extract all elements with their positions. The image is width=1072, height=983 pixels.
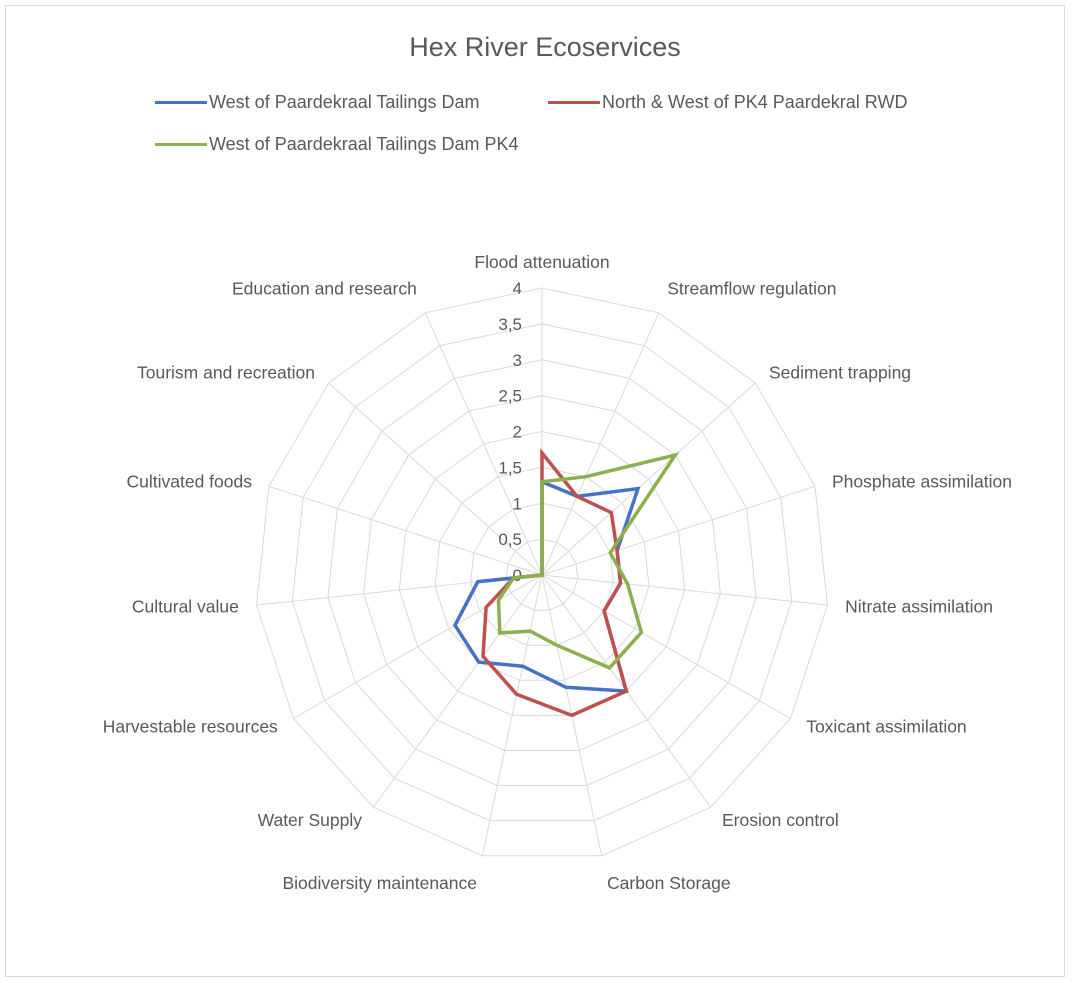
axis-spoke — [424, 312, 543, 576]
chart-frame — [5, 5, 1065, 977]
tick-label: 2 — [513, 423, 522, 442]
grid-ring — [256, 287, 828, 857]
category-label: Nitrate assimilation — [845, 597, 993, 617]
grid-ring — [363, 395, 721, 751]
series-line — [452, 479, 641, 694]
grid-ring — [398, 430, 686, 716]
tick-label: 2,5 — [498, 387, 522, 406]
axis-spoke — [328, 382, 543, 576]
tick-label: 0,5 — [498, 530, 522, 549]
category-label: Water Supply — [258, 810, 363, 830]
legend-item: North & West of PK4 Paardekral RWD — [548, 92, 907, 113]
category-label: Cultivated foods — [127, 471, 253, 491]
grid-ring — [470, 502, 614, 646]
grid-ring — [434, 466, 650, 681]
axis-spoke — [541, 382, 756, 576]
legend-item: West of Paardekraal Tailings Dam — [155, 92, 479, 113]
legend-swatch — [155, 143, 207, 146]
axis-spoke — [541, 574, 791, 719]
grid-ring — [505, 538, 579, 611]
legend-label: North & West of PK4 Paardekral RWD — [602, 92, 908, 112]
category-label: Cultural value — [132, 597, 239, 617]
category-label: Toxicant assimilation — [806, 716, 966, 736]
category-label: Carbon Storage — [607, 873, 731, 893]
axis-spoke — [541, 485, 816, 576]
legend-label: West of Paardekraal Tailings Dam — [209, 92, 480, 112]
legend-swatch — [155, 101, 207, 104]
category-label: Flood attenuation — [474, 252, 609, 272]
chart-title: Hex River Ecoservices — [409, 32, 681, 62]
category-label: Erosion control — [722, 810, 839, 830]
series-line — [496, 452, 680, 671]
category-label: Streamflow regulation — [667, 278, 836, 298]
category-label: Biodiversity maintenance — [282, 873, 477, 893]
legend-label: West of Paardekraal Tailings Dam PK4 — [209, 134, 519, 154]
axis-spoke — [372, 574, 543, 808]
tick-label: 3 — [513, 351, 522, 370]
category-label: Phosphate assimilation — [832, 471, 1012, 491]
tick-label: 0 — [513, 566, 522, 585]
axis-spoke — [481, 574, 543, 856]
category-label: Harvestable resources — [103, 716, 278, 736]
grid-ring — [291, 323, 793, 822]
tick-label: 1,5 — [498, 458, 522, 477]
axis-spoke — [541, 312, 660, 576]
tick-label: 4 — [513, 279, 522, 298]
grid-ring — [327, 359, 757, 786]
tick-label: 3,5 — [498, 315, 522, 334]
legend-swatch — [548, 101, 600, 104]
legend-item: West of Paardekraal Tailings Dam PK4 — [155, 134, 518, 155]
axis-spoke — [541, 574, 828, 606]
category-label: Sediment trapping — [769, 362, 911, 382]
tick-label: 1 — [513, 494, 522, 513]
category-label: Education and research — [232, 278, 417, 298]
axis-spoke — [268, 485, 543, 576]
axis-spoke — [293, 574, 543, 719]
category-label: Tourism and recreation — [137, 362, 315, 382]
